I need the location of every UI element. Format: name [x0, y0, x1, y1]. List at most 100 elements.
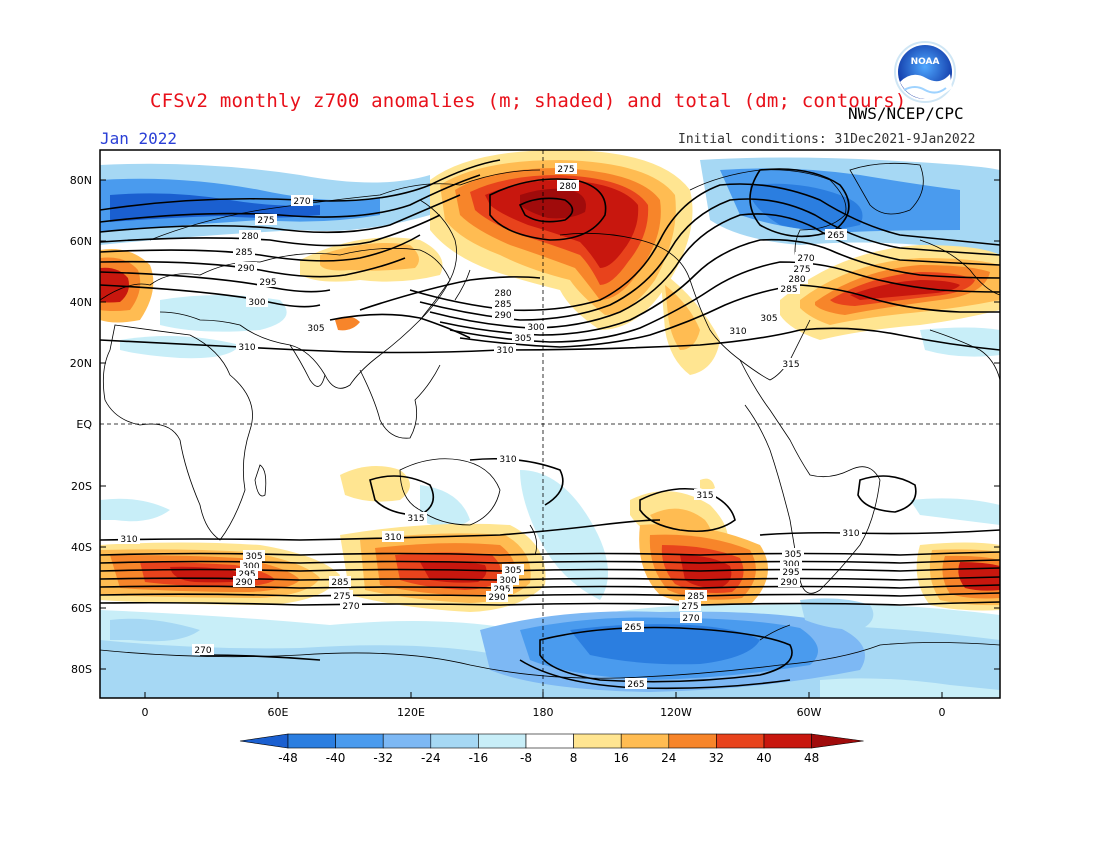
- svg-text:300: 300: [527, 323, 544, 333]
- colorbar-label: 48: [804, 751, 819, 765]
- colorbar-label: -24: [421, 751, 441, 765]
- lon-label: 60E: [268, 706, 289, 719]
- svg-text:270: 270: [682, 614, 699, 624]
- svg-text:310: 310: [238, 343, 255, 353]
- svg-text:300: 300: [242, 562, 259, 572]
- lon-label: 60W: [797, 706, 822, 719]
- colorbar-arrow-right: [811, 733, 864, 749]
- anomaly-shading: [100, 150, 1000, 698]
- initial-conditions-label: Initial conditions: 31Dec2021-9Jan2022: [678, 132, 976, 147]
- svg-text:315: 315: [407, 514, 424, 524]
- svg-text:270: 270: [194, 646, 211, 656]
- lon-label: 0: [939, 706, 946, 719]
- lon-label: 120E: [397, 706, 425, 719]
- longitude-axis: 0 60E 120E 180 120W 60W 0: [142, 692, 946, 719]
- svg-text:275: 275: [557, 165, 574, 175]
- svg-text:310: 310: [842, 529, 859, 539]
- svg-text:300: 300: [499, 576, 516, 586]
- svg-text:280: 280: [559, 182, 576, 192]
- lat-label: 40S: [71, 541, 92, 554]
- month-label: Jan 2022: [100, 129, 178, 148]
- lon-label: 0: [142, 706, 149, 719]
- svg-text:300: 300: [782, 560, 799, 570]
- svg-text:310: 310: [384, 533, 401, 543]
- svg-text:285: 285: [331, 578, 348, 588]
- svg-text:310: 310: [729, 327, 746, 337]
- svg-text:295: 295: [493, 585, 510, 595]
- colorbar-label: 16: [614, 751, 629, 765]
- lon-label: 120W: [660, 706, 692, 719]
- chart-title: CFSv2 monthly z700 anomalies (m; shaded)…: [150, 90, 907, 112]
- svg-text:315: 315: [782, 360, 799, 370]
- colorbar-segment: [430, 733, 479, 749]
- colorbar-label: 8: [570, 751, 578, 765]
- colorbar-label: 32: [709, 751, 724, 765]
- svg-text:290: 290: [235, 578, 252, 588]
- colorbar-segment: [620, 733, 670, 749]
- colorbar-segment: [525, 733, 574, 749]
- svg-text:285: 285: [780, 285, 797, 295]
- contour-labels: 270 275 280 285 290 295 300 305 310 275 …: [118, 163, 862, 690]
- lat-label: 40N: [70, 296, 92, 309]
- colorbar-segment: [287, 733, 336, 749]
- svg-text:295: 295: [259, 278, 276, 288]
- colorbar-segment: [573, 733, 622, 749]
- colorbar-segment: [763, 733, 812, 749]
- svg-text:280: 280: [494, 289, 511, 299]
- svg-text:270: 270: [797, 254, 814, 264]
- colorbar-arrow-left: [239, 733, 289, 749]
- latitude-axis: 80N 60N 40N 20N EQ 20S 40S 60S 80S: [70, 174, 1000, 676]
- svg-text:265: 265: [827, 231, 844, 241]
- svg-text:290: 290: [237, 264, 254, 274]
- svg-text:310: 310: [496, 346, 513, 356]
- colorbar-segment: [478, 733, 527, 749]
- colorbar-label: -48: [278, 751, 298, 765]
- colorbar-label: -16: [469, 751, 489, 765]
- height-contours: [100, 159, 1000, 690]
- svg-text:305: 305: [784, 550, 801, 560]
- svg-text:305: 305: [307, 324, 324, 334]
- logo-text: NOAA: [911, 57, 940, 67]
- lat-label: 80N: [70, 174, 92, 187]
- colorbar-segment: [668, 733, 717, 749]
- svg-text:290: 290: [780, 578, 797, 588]
- colorbar-segment: [716, 733, 765, 749]
- svg-text:285: 285: [235, 248, 252, 258]
- svg-text:310: 310: [120, 535, 137, 545]
- svg-text:290: 290: [494, 311, 511, 321]
- svg-text:275: 275: [333, 592, 350, 602]
- colorbar-label: 40: [756, 751, 771, 765]
- svg-text:280: 280: [788, 275, 805, 285]
- lon-label: 180: [533, 706, 554, 719]
- svg-text:265: 265: [627, 680, 644, 690]
- svg-text:270: 270: [342, 602, 359, 612]
- svg-text:285: 285: [687, 592, 704, 602]
- svg-text:290: 290: [488, 593, 505, 603]
- svg-text:300: 300: [248, 298, 265, 308]
- svg-text:275: 275: [793, 265, 810, 275]
- colorbar: -48 -40 -32 -24 -16 -8 8 16 24 32 40 48: [239, 733, 864, 765]
- lat-label: 20N: [70, 357, 92, 370]
- noaa-logo: NOAA: [894, 41, 956, 103]
- agency-label: NWS/NCEP/CPC: [848, 104, 964, 123]
- svg-text:275: 275: [681, 602, 698, 612]
- svg-text:295: 295: [782, 568, 799, 578]
- colorbar-segment: [335, 733, 384, 749]
- svg-text:305: 305: [760, 314, 777, 324]
- lat-label: 60S: [71, 602, 92, 615]
- colorbar-segment: [382, 733, 432, 749]
- colorbar-label: -40: [326, 751, 346, 765]
- svg-text:305: 305: [245, 552, 262, 562]
- map-frame: [99, 149, 1001, 699]
- svg-text:310: 310: [499, 455, 516, 465]
- lat-label: 60N: [70, 235, 92, 248]
- colorbar-label: -32: [373, 751, 393, 765]
- svg-text:270: 270: [293, 197, 310, 207]
- svg-text:305: 305: [504, 566, 521, 576]
- svg-text:275: 275: [257, 216, 274, 226]
- lat-label: 80S: [71, 663, 92, 676]
- lat-label: 20S: [71, 480, 92, 493]
- svg-text:305: 305: [514, 334, 531, 344]
- svg-text:295: 295: [238, 570, 255, 580]
